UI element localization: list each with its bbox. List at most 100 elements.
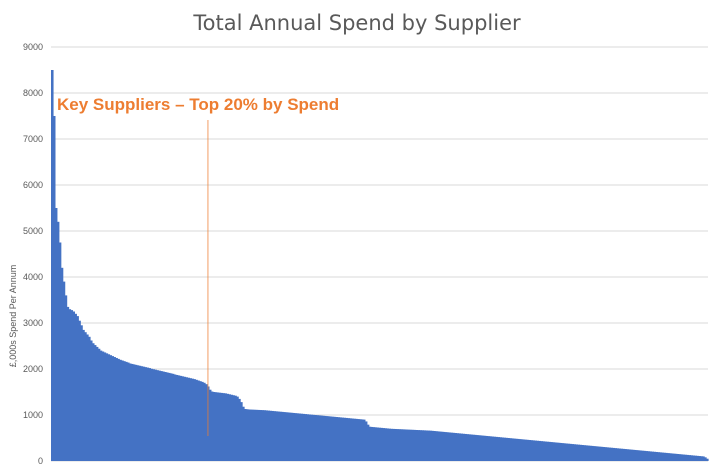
- spend-bar: [335, 417, 339, 461]
- spend-bar: [353, 418, 356, 461]
- spend-bar: [212, 392, 216, 461]
- spend-bar: [117, 358, 120, 461]
- spend-bar: [398, 429, 401, 461]
- spend-bar: [82, 329, 85, 461]
- spend-bar: [195, 379, 198, 461]
- spend-bar: [321, 415, 325, 461]
- spend-bar: [472, 434, 475, 461]
- spend-bar: [333, 416, 337, 461]
- spend-bar: [421, 430, 424, 461]
- spend-bar: [277, 411, 280, 461]
- spend-bar: [374, 427, 378, 461]
- y-tick-label: 9000: [23, 42, 43, 52]
- spend-bar: [84, 332, 87, 461]
- spend-bar: [238, 398, 241, 461]
- spend-bar: [218, 392, 222, 461]
- spend-bar: [359, 419, 362, 461]
- spend-bar: [458, 433, 462, 461]
- spend-bar: [351, 418, 354, 461]
- spend-bar: [694, 455, 697, 461]
- spend-bar: [645, 451, 649, 461]
- spend-bar: [567, 443, 571, 461]
- y-tick-label: 7000: [23, 134, 43, 144]
- spend-bar: [497, 437, 500, 461]
- spend-bar: [427, 430, 430, 461]
- spend-bar: [304, 414, 307, 461]
- spend-bar: [364, 421, 368, 461]
- spend-bar: [513, 438, 516, 461]
- spend-bar: [216, 392, 220, 461]
- spend-bar: [403, 429, 407, 461]
- spend-bar: [450, 432, 454, 461]
- spend-bar: [649, 451, 653, 461]
- spend-bar: [706, 458, 709, 461]
- spend-bar: [657, 452, 660, 461]
- spend-bar: [641, 450, 645, 461]
- spend-bar: [214, 392, 218, 461]
- spend-bar: [294, 413, 298, 461]
- spend-bar: [173, 374, 177, 461]
- spend-bar: [678, 454, 682, 461]
- spend-bar: [688, 455, 692, 461]
- spend-bar: [620, 448, 623, 461]
- spend-bar: [417, 430, 421, 461]
- spend-bar: [222, 393, 226, 461]
- y-tick-label: 4000: [23, 272, 43, 282]
- spend-bar: [433, 431, 436, 461]
- spend-bar: [552, 442, 555, 461]
- spend-bar: [507, 438, 510, 461]
- spend-bar: [630, 449, 633, 461]
- spend-bar: [70, 310, 74, 461]
- spend-bar: [263, 410, 267, 461]
- spend-bar: [296, 413, 300, 461]
- spend-bar: [466, 434, 469, 461]
- spend-bar: [550, 442, 553, 461]
- spend-bar: [684, 454, 688, 461]
- spend-bar: [481, 435, 485, 461]
- spend-bar: [565, 443, 569, 461]
- spend-bar: [637, 450, 641, 461]
- y-tick-label: 1000: [23, 410, 43, 420]
- y-tick-label: 2000: [23, 364, 43, 374]
- y-tick-label: 5000: [23, 226, 43, 236]
- spend-bar: [571, 444, 575, 461]
- spend-bar: [499, 437, 502, 461]
- spend-bar: [460, 433, 463, 461]
- y-axis-label: £,000s Spend Per Annum: [8, 265, 18, 368]
- spend-bar: [257, 409, 261, 461]
- spend-bar: [368, 426, 372, 461]
- spend-bar: [156, 370, 159, 461]
- spend-bar: [101, 351, 105, 461]
- spend-bar: [62, 281, 66, 461]
- spend-bar: [160, 371, 163, 461]
- spend-bar: [181, 376, 185, 461]
- spend-bar: [154, 369, 157, 461]
- spend-bar: [505, 437, 508, 461]
- spend-bar: [386, 428, 389, 461]
- spend-bar: [448, 432, 452, 461]
- spend-bar: [107, 354, 111, 461]
- spend-bar: [680, 454, 684, 461]
- spend-bar: [698, 456, 701, 461]
- spend-bar: [534, 440, 538, 461]
- spend-bar: [415, 430, 419, 461]
- spend-bar: [144, 367, 148, 461]
- bars: [51, 70, 709, 461]
- spend-bar: [199, 381, 202, 461]
- spend-bar: [600, 446, 604, 461]
- spend-bar: [323, 415, 327, 461]
- spend-bar: [474, 434, 477, 461]
- spend-bar: [95, 346, 99, 461]
- spend-bar: [382, 428, 385, 461]
- spend-bar: [125, 361, 128, 461]
- spend-bar: [394, 428, 397, 461]
- spend-bar: [183, 376, 187, 461]
- spend-bar: [633, 449, 637, 461]
- spend-bar: [392, 428, 395, 461]
- spend-bar: [548, 441, 551, 461]
- spend-bar: [267, 410, 270, 461]
- spend-bar: [314, 415, 317, 461]
- spend-bar: [292, 412, 296, 461]
- spend-bar: [544, 441, 547, 461]
- spend-bar: [300, 413, 304, 461]
